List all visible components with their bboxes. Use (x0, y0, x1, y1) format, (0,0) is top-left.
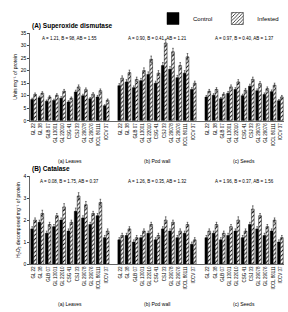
svg-text:CSG 41: CSG 41 (154, 266, 159, 283)
svg-text:CSG 41: CSG 41 (67, 266, 72, 283)
svg-text:ICCL 86111: ICCL 86111 (183, 266, 188, 290)
svg-text:GL 29078: GL 29078 (169, 123, 174, 143)
svg-text:ICCV 37: ICCV 37 (191, 123, 196, 141)
svg-text:GL 38: GL 38 (213, 123, 218, 136)
svg-text:A = 0.90, B = 0.41, AB = 1.21: A = 0.90, B = 0.41, AB = 1.21 (128, 36, 187, 41)
svg-text:GL 22: GL 22 (118, 266, 123, 279)
svg-text:ICCL 86111: ICCL 86111 (96, 123, 101, 147)
svg-text:GL 29076: GL 29076 (176, 123, 181, 143)
svg-text:4: 4 (24, 173, 27, 179)
svg-text:(c) Seeds: (c) Seeds (233, 158, 255, 164)
svg-text:2: 2 (24, 217, 27, 223)
svg-text:GL 22: GL 22 (31, 266, 36, 279)
svg-text:GL 29076: GL 29076 (263, 266, 268, 286)
svg-text:GL 38: GL 38 (38, 266, 43, 279)
svg-text:CSG 41: CSG 41 (154, 123, 159, 140)
svg-text:1: 1 (24, 239, 27, 245)
svg-text:Infested: Infested (257, 16, 278, 22)
svg-text:GL 38: GL 38 (38, 123, 43, 136)
svg-text:GL 22010: GL 22010 (234, 123, 239, 143)
svg-text:ICCV 37: ICCV 37 (104, 123, 109, 141)
svg-text:ICCV 37: ICCV 37 (278, 266, 283, 284)
svg-text:GL 29076: GL 29076 (89, 266, 94, 286)
svg-text:(a) Leaves: (a) Leaves (58, 301, 82, 307)
svg-text:CSG 41: CSG 41 (242, 266, 247, 283)
svg-text:CSJ 33: CSJ 33 (249, 266, 254, 281)
svg-text:ICCL 86111: ICCL 86111 (183, 123, 188, 147)
svg-text:GL 22010: GL 22010 (60, 266, 65, 286)
svg-text:CSJ 33: CSJ 33 (162, 123, 167, 138)
svg-text:GL 29078: GL 29078 (256, 123, 261, 143)
svg-text:CSG 41: CSG 41 (242, 123, 247, 140)
svg-text:GLB 07: GLB 07 (133, 123, 138, 139)
svg-text:Units mg⁻¹ of protein: Units mg⁻¹ of protein (12, 54, 18, 100)
svg-text:ICCV 37: ICCV 37 (278, 123, 283, 141)
svg-text:15: 15 (21, 80, 27, 86)
svg-text:GL 13001: GL 13001 (140, 266, 145, 286)
svg-text:(b) Pod wall: (b) Pod wall (144, 158, 170, 164)
svg-text:GLB 07: GLB 07 (220, 123, 225, 139)
svg-text:(A) Superoxide dismutase: (A) Superoxide dismutase (32, 22, 113, 30)
svg-text:3: 3 (24, 195, 27, 201)
svg-text:GLB 07: GLB 07 (133, 266, 138, 282)
svg-text:GL 13001: GL 13001 (53, 266, 58, 286)
svg-text:(b) Pod wall: (b) Pod wall (144, 301, 170, 307)
svg-text:GL 29076: GL 29076 (89, 123, 94, 143)
svg-text:A = 0.08, B = 1.75, AB = 0.37: A = 0.08, B = 1.75, AB = 0.37 (40, 179, 99, 184)
svg-text:ICCV 37: ICCV 37 (191, 266, 196, 284)
svg-text:GL 29078: GL 29078 (169, 266, 174, 286)
svg-text:GL 38: GL 38 (125, 123, 130, 136)
svg-text:CSG 41: CSG 41 (67, 123, 72, 140)
svg-text:GL 13001: GL 13001 (53, 123, 58, 143)
svg-text:GL 13001: GL 13001 (140, 123, 145, 143)
svg-text:A = 1.26, B = 0.35, AB = 1.32: A = 1.26, B = 0.35, AB = 1.32 (128, 179, 187, 184)
svg-text:GL 29078: GL 29078 (256, 266, 261, 286)
svg-text:CSJ 33: CSJ 33 (162, 266, 167, 281)
svg-text:GL 13001: GL 13001 (227, 266, 232, 286)
svg-text:GL 29078: GL 29078 (82, 266, 87, 286)
svg-text:GLB 07: GLB 07 (220, 266, 225, 282)
svg-text:Control: Control (193, 16, 212, 22)
svg-text:A = 0.97, B = 0.40, AB = 1.37: A = 0.97, B = 0.40, AB = 1.37 (215, 36, 274, 41)
svg-text:GL 22010: GL 22010 (234, 266, 239, 286)
svg-text:ICCL 86111: ICCL 86111 (271, 123, 276, 147)
svg-text:GL 22: GL 22 (205, 266, 210, 279)
svg-text:CSJ 33: CSJ 33 (75, 123, 80, 138)
svg-text:CSJ 33: CSJ 33 (75, 266, 80, 281)
svg-text:10: 10 (21, 92, 27, 98)
svg-text:35: 35 (21, 30, 27, 36)
svg-text:GL 29076: GL 29076 (176, 266, 181, 286)
svg-text:ICCV 37: ICCV 37 (104, 266, 109, 284)
svg-text:A = 1.96, B = 0.37, AB = 1.56: A = 1.96, B = 0.37, AB = 1.56 (215, 179, 274, 184)
svg-text:(B) Catalase: (B) Catalase (32, 165, 70, 173)
svg-text:GL 29078: GL 29078 (82, 123, 87, 143)
svg-text:GLB 07: GLB 07 (46, 123, 51, 139)
svg-text:25: 25 (21, 55, 27, 61)
svg-text:5: 5 (24, 105, 27, 111)
svg-text:GL 22010: GL 22010 (147, 266, 152, 286)
svg-text:GL 22: GL 22 (118, 123, 123, 136)
svg-text:ICCL 86111: ICCL 86111 (96, 266, 101, 290)
svg-text:GL 38: GL 38 (213, 266, 218, 279)
svg-text:H₂O₂ decomposed mg⁻¹ of protei: H₂O₂ decomposed mg⁻¹ of protein (15, 182, 21, 258)
svg-text:GL 29076: GL 29076 (263, 123, 268, 143)
svg-text:GL 38: GL 38 (125, 266, 130, 279)
svg-text:GL 22: GL 22 (31, 123, 36, 136)
svg-text:30: 30 (21, 42, 27, 48)
svg-text:GL 13001: GL 13001 (227, 123, 232, 143)
svg-text:GL 22010: GL 22010 (60, 123, 65, 143)
svg-text:ICCL 86111: ICCL 86111 (271, 266, 276, 290)
svg-text:GL 22010: GL 22010 (147, 123, 152, 143)
svg-text:(c) Seeds: (c) Seeds (233, 301, 255, 307)
svg-text:GLB 07: GLB 07 (46, 266, 51, 282)
svg-text:20: 20 (21, 67, 27, 73)
svg-text:CSJ 33: CSJ 33 (249, 123, 254, 138)
svg-text:GL 22: GL 22 (205, 123, 210, 136)
svg-text:A = 1.21, B = 98, AB = 1.55: A = 1.21, B = 98, AB = 1.55 (42, 36, 97, 41)
svg-text:0: 0 (24, 261, 27, 267)
svg-text:0: 0 (24, 118, 27, 124)
svg-text:(a) Leaves: (a) Leaves (58, 158, 82, 164)
